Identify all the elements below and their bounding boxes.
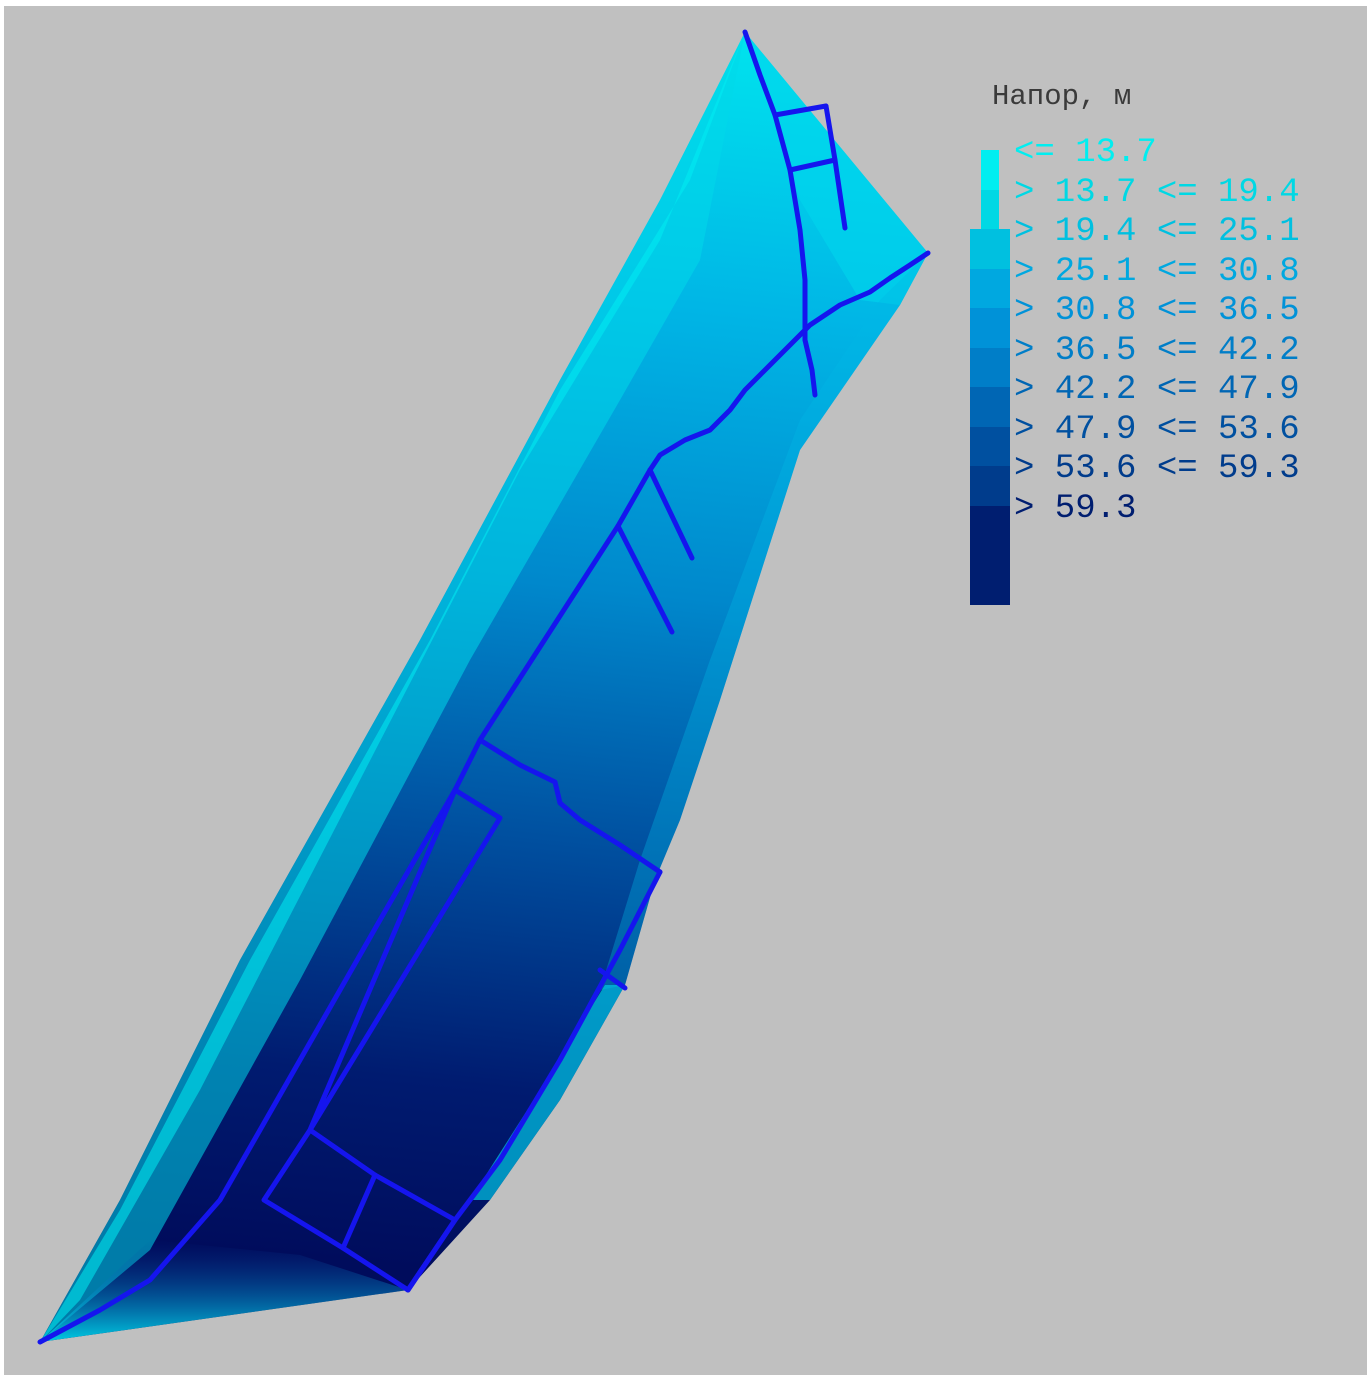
legend-item-label: > 36.5 <= 42.2 [1014,331,1300,370]
legend-item-label: > 53.6 <= 59.3 [1014,450,1300,488]
legend-swatch [970,308,1010,348]
pipe-spur-2 [615,523,675,635]
legend-swatch [970,268,1010,308]
legend-item-label: > 59.3 [1014,489,1137,528]
legend-swatch [981,150,999,190]
legend-item-label: > 30.8 <= 36.5 [1014,292,1300,330]
legend-swatch [970,466,1010,506]
pipe-east-stub [597,967,628,991]
pipe-inner-loop [261,787,503,1293]
legend-title: Напор, м [992,80,1132,113]
pipe-top-rung-2 [787,157,838,173]
pipe-east-branch [647,250,931,473]
head-surface-right-rim [600,253,928,990]
legend-swatch [970,505,1010,605]
pipe-cross-east [477,737,663,875]
legend-item-label: > 42.2 <= 47.9 [1014,371,1300,409]
legend-swatch [970,426,1010,466]
head-surface-bottom-fringe [40,1240,408,1342]
legend-swatch [970,387,1010,427]
legend-swatch [970,229,1010,269]
pipe-short-spur [802,337,818,398]
pipe-top-rung-1 [772,103,829,118]
legend-swatch [970,347,1010,387]
legend-item-label: > 19.4 <= 25.1 [1014,213,1300,251]
legend-item-label: > 47.9 <= 53.6 [1014,410,1300,449]
legend-color-bar [970,150,1012,605]
legend-item-label: > 25.1 <= 30.8 [1014,252,1300,291]
legend-item-label: <= 13.7 [1014,134,1157,172]
legend-swatch [981,189,999,229]
head-surface [40,32,928,1342]
legend: Напор, м <= 13.7 > 13.7 <= 19.4 > 19.4 <= … [970,80,1360,610]
legend-item-label: > 13.7 <= 19.4 [1014,173,1300,212]
pipe-trunk-mid [452,467,653,793]
pipe-network [37,29,931,1345]
pipe-spur-1 [647,467,695,561]
pipe-inner-divider [340,1172,378,1251]
pipe-west-edge [37,787,458,1345]
head-surface-left-flank [40,32,745,1342]
